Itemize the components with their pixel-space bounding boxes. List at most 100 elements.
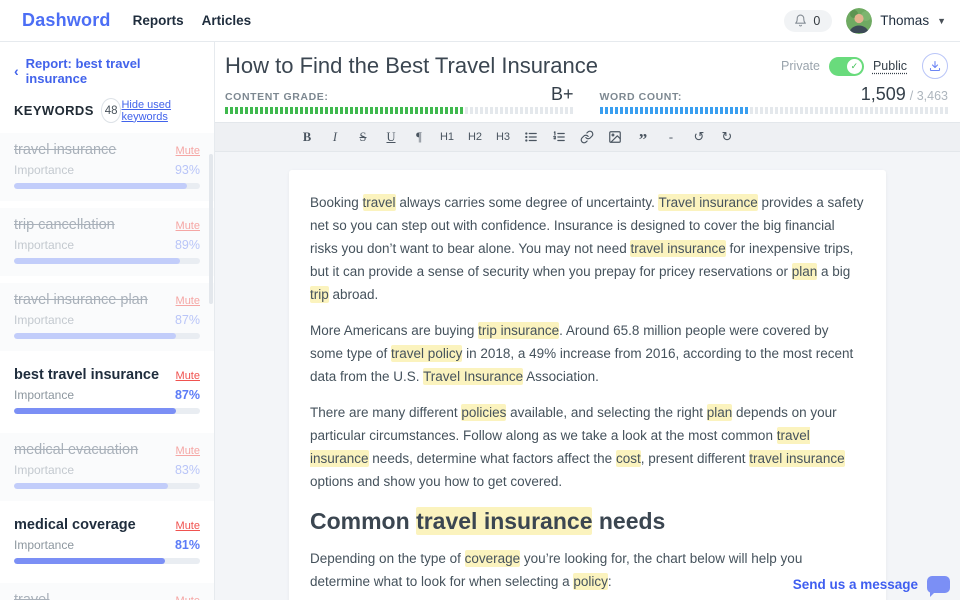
importance-label: Importance <box>14 538 75 552</box>
mute-link[interactable]: Mute <box>176 595 200 600</box>
highlighted-keyword: Travel insurance <box>658 194 758 211</box>
mute-link[interactable]: Mute <box>175 370 200 382</box>
keyword-term: travel <box>14 592 50 600</box>
editor-paragraph: More Americans are buying trip insurance… <box>310 322 854 385</box>
keyword-item[interactable]: travel insurance plan Mute Importance 87% <box>0 283 214 351</box>
keywords-count-badge: 48 <box>100 98 122 123</box>
highlighted-keyword: travel insurance <box>416 507 593 535</box>
keyword-item[interactable]: travel insurance Mute Importance 93% <box>0 133 214 201</box>
back-link-label: Report: best travel insurance <box>25 56 141 86</box>
keyword-term: medical coverage <box>14 517 136 533</box>
download-icon <box>929 60 941 72</box>
mute-link[interactable]: Mute <box>175 445 200 457</box>
sidebar-scrollbar[interactable] <box>209 154 213 304</box>
h1-button[interactable]: H1 <box>435 125 459 149</box>
ordered-list-button[interactable] <box>547 125 571 149</box>
importance-label: Importance <box>14 238 75 252</box>
content-grade-meter: CONTENT GRADE: B+ <box>225 85 574 114</box>
toggle-check-icon: ✓ <box>846 58 862 74</box>
word-count-bar-fill <box>599 107 750 114</box>
nav-item-articles[interactable]: Articles <box>201 13 252 28</box>
keyword-item[interactable]: medical evacuation Mute Importance 83% <box>0 433 214 501</box>
importance-label: Importance <box>14 463 75 477</box>
keyword-term: trip cancellation <box>14 217 115 233</box>
importance-bar <box>14 183 200 189</box>
keyword-item[interactable]: medical coverage Mute Importance 81% <box>0 508 214 576</box>
user-menu[interactable]: Thomas ▼ <box>846 7 946 34</box>
nav-item-reports[interactable]: Reports <box>132 13 184 28</box>
importance-value: 93% <box>174 163 200 177</box>
hide-used-keywords-link[interactable]: Hide used keywords <box>121 98 172 123</box>
highlighted-keyword: plan <box>791 263 818 280</box>
importance-value: 87% <box>174 388 200 402</box>
mute-link[interactable]: Mute <box>175 145 200 157</box>
public-label[interactable]: Public <box>872 59 907 73</box>
h2-button[interactable]: H2 <box>463 125 487 149</box>
importance-label: Importance <box>14 313 75 327</box>
keyword-item[interactable]: trip cancellation Mute Importance 89% <box>0 208 214 276</box>
keyword-item[interactable]: travelMuteImportance81% <box>0 583 214 600</box>
content-grade-bar-fill <box>225 107 466 114</box>
visibility-toggle[interactable]: ✓ <box>828 56 864 76</box>
highlighted-keyword: trip <box>310 286 329 303</box>
importance-label: Importance <box>14 388 75 402</box>
highlighted-keyword: travel <box>362 194 396 211</box>
mute-link[interactable]: Mute <box>175 520 200 532</box>
editor-page[interactable]: Booking travel always carries some degre… <box>289 170 886 600</box>
blockquote-button[interactable]: ” <box>631 125 655 149</box>
notifications-button[interactable]: 0 <box>784 9 833 32</box>
content-grade-bar <box>225 107 574 114</box>
keyword-term: travel insurance plan <box>14 292 148 308</box>
document-title[interactable]: How to Find the Best Travel Insurance <box>225 53 598 78</box>
importance-label: Importance <box>14 163 75 177</box>
dashword-logo[interactable]: Dashword <box>22 10 111 30</box>
highlighted-keyword: travel insurance <box>630 240 726 257</box>
chevron-down-icon: ▼ <box>937 15 946 26</box>
editor-paragraph: Booking travel always carries some degre… <box>310 194 864 303</box>
content-grade-value: B+ <box>550 84 574 104</box>
keyword-term: travel insurance <box>14 142 117 158</box>
download-button[interactable] <box>922 53 948 79</box>
redo-button[interactable]: ↻ <box>715 125 739 149</box>
nav-items: Reports Articles <box>133 13 252 28</box>
h3-button[interactable]: H3 <box>491 125 515 149</box>
word-count-bar <box>599 107 948 114</box>
keywords-heading: KEYWORDS <box>14 103 94 118</box>
importance-bar <box>14 483 200 489</box>
mute-link[interactable]: Mute <box>175 295 200 307</box>
chat-widget[interactable]: Send us a message <box>792 576 950 597</box>
image-button[interactable] <box>603 125 627 149</box>
back-to-report-link[interactable]: ‹ Report: best travel insurance <box>0 42 214 96</box>
user-name: Thomas <box>880 13 930 28</box>
highlighted-keyword: Travel Insurance <box>423 368 524 385</box>
bullet-list-button[interactable] <box>519 125 543 149</box>
bold-button[interactable]: B <box>295 125 319 149</box>
keyword-term: medical evacuation <box>14 442 139 458</box>
keyword-item[interactable]: best travel insurance Mute Importance 87% <box>0 358 214 426</box>
highlighted-keyword: coverage <box>464 550 521 568</box>
mute-link[interactable]: Mute <box>175 220 200 232</box>
italic-button[interactable]: I <box>323 125 347 149</box>
word-count-value: 1,509 <box>860 84 906 104</box>
highlighted-keyword: travel insurance <box>749 450 845 467</box>
link-button[interactable] <box>575 125 599 149</box>
editor-heading: Common travel insurance needs <box>310 507 666 535</box>
horizontal-rule-button[interactable]: - <box>659 125 683 149</box>
highlighted-keyword: travel policy <box>391 345 463 362</box>
keywords-sidebar: ‹ Report: best travel insurance KEYWORDS… <box>0 42 215 600</box>
highlighted-keyword: trip insurance <box>478 322 560 339</box>
paragraph-button[interactable]: ¶ <box>407 125 431 149</box>
private-label: Private <box>781 59 820 73</box>
chevron-left-icon: ‹ <box>14 63 19 79</box>
importance-value: 83% <box>174 463 200 477</box>
editor-area: Booking travel always carries some degre… <box>215 152 960 600</box>
importance-value: 89% <box>174 238 200 252</box>
avatar <box>846 7 873 34</box>
underline-button[interactable]: U <box>379 125 403 149</box>
strikethrough-button[interactable]: S <box>351 125 375 149</box>
importance-value: 87% <box>174 313 200 327</box>
editor-toolbar: B I S U ¶ H1 H2 H3 ” - ↺ ↻ <box>215 122 960 152</box>
undo-button[interactable]: ↺ <box>687 125 711 149</box>
importance-bar <box>14 558 200 564</box>
chat-label: Send us a message <box>792 577 918 592</box>
